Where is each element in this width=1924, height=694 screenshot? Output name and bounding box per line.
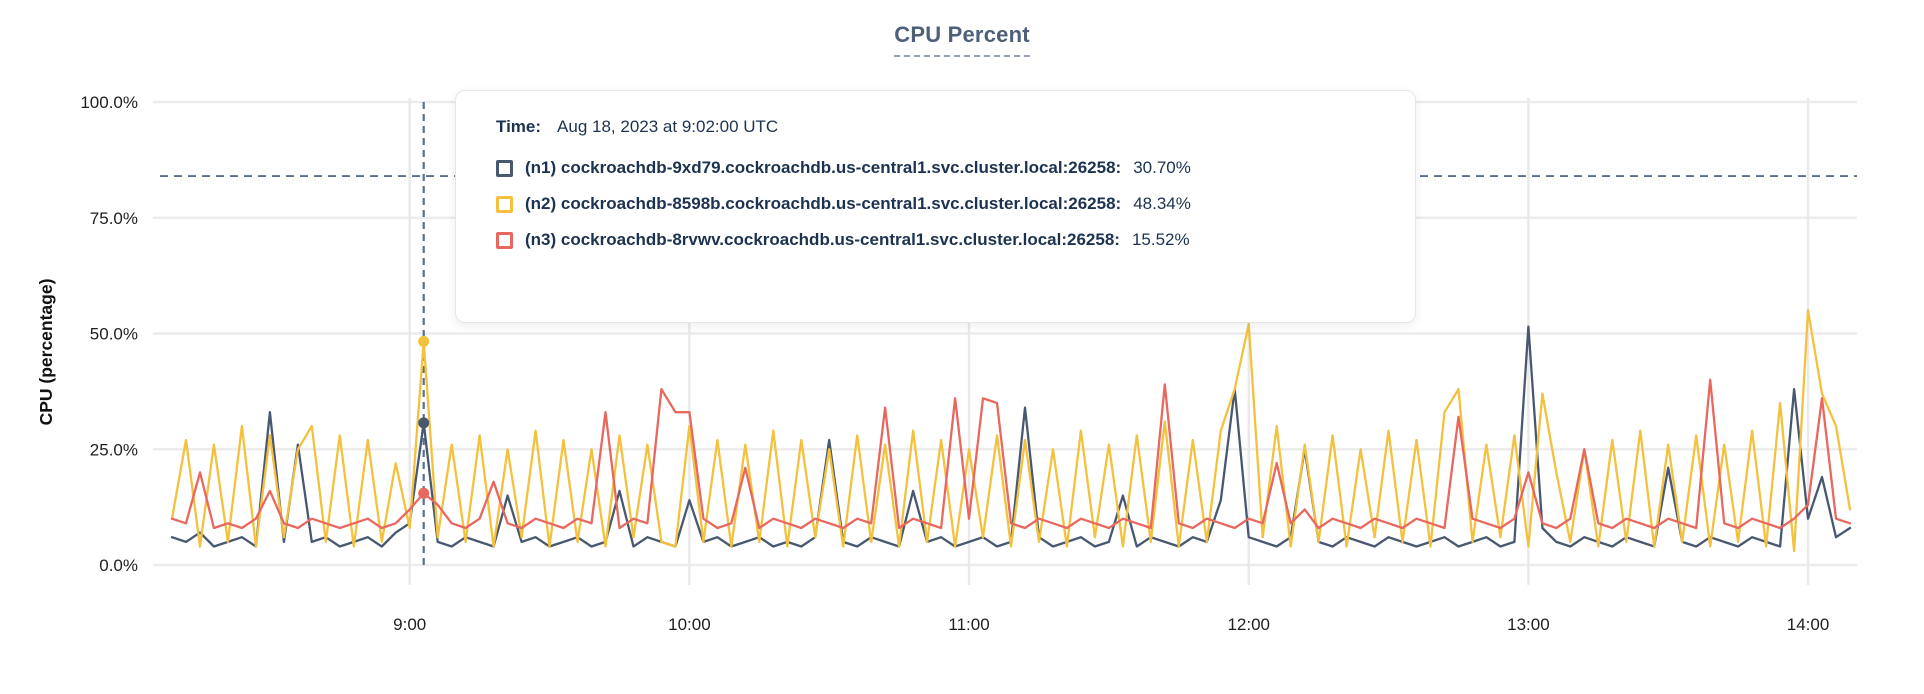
tooltip-series-row-n3: (n3) cockroachdb-8rvwv.cockroachdb.us-ce…: [496, 230, 1377, 250]
hover-marker-n2: [418, 335, 430, 347]
series-swatch-n1-icon: [496, 159, 513, 177]
hover-tooltip: Time: Aug 18, 2023 at 9:02:00 UTC (n1) co…: [455, 90, 1416, 323]
x-tick-label-11:00: 11:00: [948, 615, 989, 634]
series-line-n2: [170, 309, 1852, 553]
hover-marker-n1: [418, 417, 430, 429]
y-tick-label-75: 75.0%: [90, 209, 138, 228]
x-tick-label-9:00: 9:00: [393, 615, 426, 634]
tooltip-time-label: Time:: [496, 117, 542, 136]
series-value-n2: 48.34%: [1133, 194, 1191, 213]
x-tick-label-14:00: 14:00: [1787, 615, 1830, 634]
series-label-n2: (n2) cockroachdb-8598b.cockroachdb.us-ce…: [525, 194, 1122, 213]
y-axis-title: CPU (percentage): [36, 279, 56, 426]
series-label-n3: (n3) cockroachdb-8rvwv.cockroachdb.us-ce…: [525, 230, 1120, 249]
tooltip-time-row: Time: Aug 18, 2023 at 9:02:00 UTC: [496, 117, 1377, 137]
x-tick-label-13:00: 13:00: [1507, 615, 1550, 634]
y-tick-label-50: 50.0%: [90, 325, 138, 344]
tooltip-time-value: Aug 18, 2023 at 9:02:00 UTC: [557, 117, 779, 136]
series-value-n3: 15.52%: [1131, 230, 1190, 249]
x-tick-label-10:00: 10:00: [668, 615, 711, 634]
y-tick-label-0: 0.0%: [99, 556, 138, 575]
series-label-n1: (n1) cockroachdb-9xd79.cockroachdb.us-ce…: [525, 158, 1122, 177]
series-value-n1: 30.70%: [1133, 158, 1191, 177]
y-tick-label-25: 25.0%: [90, 440, 138, 459]
chart-title[interactable]: CPU Percent: [0, 22, 1924, 57]
tooltip-series-row-n2: (n2) cockroachdb-8598b.cockroachdb.us-ce…: [496, 194, 1377, 214]
series-swatch-n2-icon: [496, 195, 513, 213]
series-line-n3: [170, 378, 1852, 530]
chart-title-text[interactable]: CPU Percent: [894, 22, 1030, 57]
series-swatch-n3-icon: [496, 231, 513, 249]
hover-marker-n3: [418, 487, 430, 499]
y-tick-label-100: 100.0%: [80, 93, 138, 112]
x-tick-label-12:00: 12:00: [1227, 615, 1270, 634]
tooltip-series-row-n1: (n1) cockroachdb-9xd79.cockroachdb.us-ce…: [496, 158, 1377, 178]
